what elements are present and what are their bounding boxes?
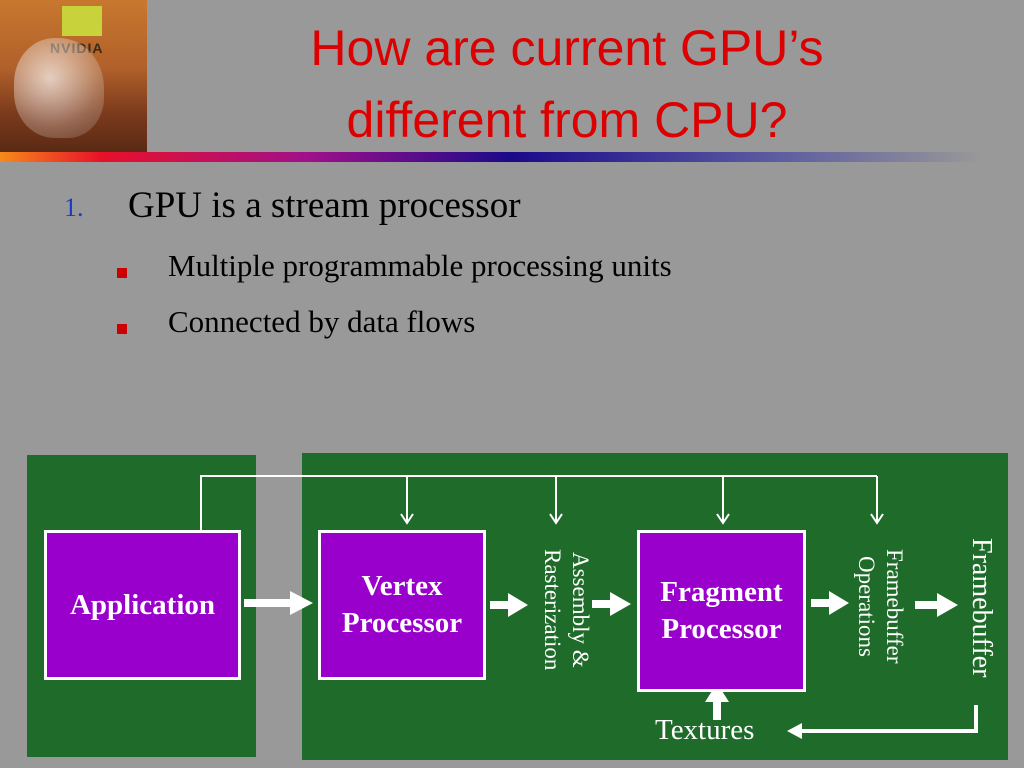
fragment-label-1: Fragment <box>660 576 783 608</box>
bullet-icon <box>117 268 127 278</box>
flow-arrow-fbops-framebuffer <box>915 593 958 617</box>
slide-title-line1: How are current GPU’s <box>310 20 824 76</box>
flow-arrow-app-vertex <box>244 591 313 615</box>
flow-arrow-assembly-fragment <box>592 592 631 616</box>
list-number: 1. <box>64 193 84 222</box>
gradient-divider <box>0 152 1024 162</box>
glass-bunny-image <box>14 38 104 138</box>
sub-list-item: Multiple programmable processing units <box>168 248 672 283</box>
fragment-label-2: Processor <box>661 613 782 645</box>
flow-arrow-fragment-fbops <box>811 591 849 615</box>
assembly-label-1: Assembly & <box>568 552 593 668</box>
framebuffer-label: Framebuffer <box>966 537 997 678</box>
slide-title-line2: different from CPU? <box>346 92 788 148</box>
fragment-processor-box: Fragment Processor <box>637 530 806 692</box>
assembly-rasterization-label: Assembly & Rasterization <box>530 535 594 685</box>
vertex-label-2: Processor <box>341 607 463 639</box>
control-line <box>200 475 877 530</box>
list-item: GPU is a stream processor <box>128 185 521 226</box>
framebuffer-operations-label: Framebuffer Operations <box>848 535 908 677</box>
assembly-label-2: Rasterization <box>540 549 565 671</box>
fbops-label-2: Operations <box>854 555 879 657</box>
nvidia-eye-logo <box>62 6 102 36</box>
nvidia-logo-photo: NVIDIA <box>0 0 147 152</box>
feedback-arrow-framebuffer-textures <box>787 705 978 739</box>
vertex-processor-box: Vertex Processor <box>318 530 486 680</box>
application-box: Application <box>44 530 241 680</box>
flow-arrow-textures-fragment <box>705 683 729 720</box>
textures-label: Textures <box>655 714 755 746</box>
bullet-icon <box>117 324 127 334</box>
sub-list-item: Connected by data flows <box>168 304 476 339</box>
application-label: Application <box>69 588 216 621</box>
fbops-label-1: Framebuffer <box>882 548 907 664</box>
vertex-label-1: Vertex <box>361 570 443 602</box>
flow-arrow-vertex-assembly <box>490 593 528 617</box>
